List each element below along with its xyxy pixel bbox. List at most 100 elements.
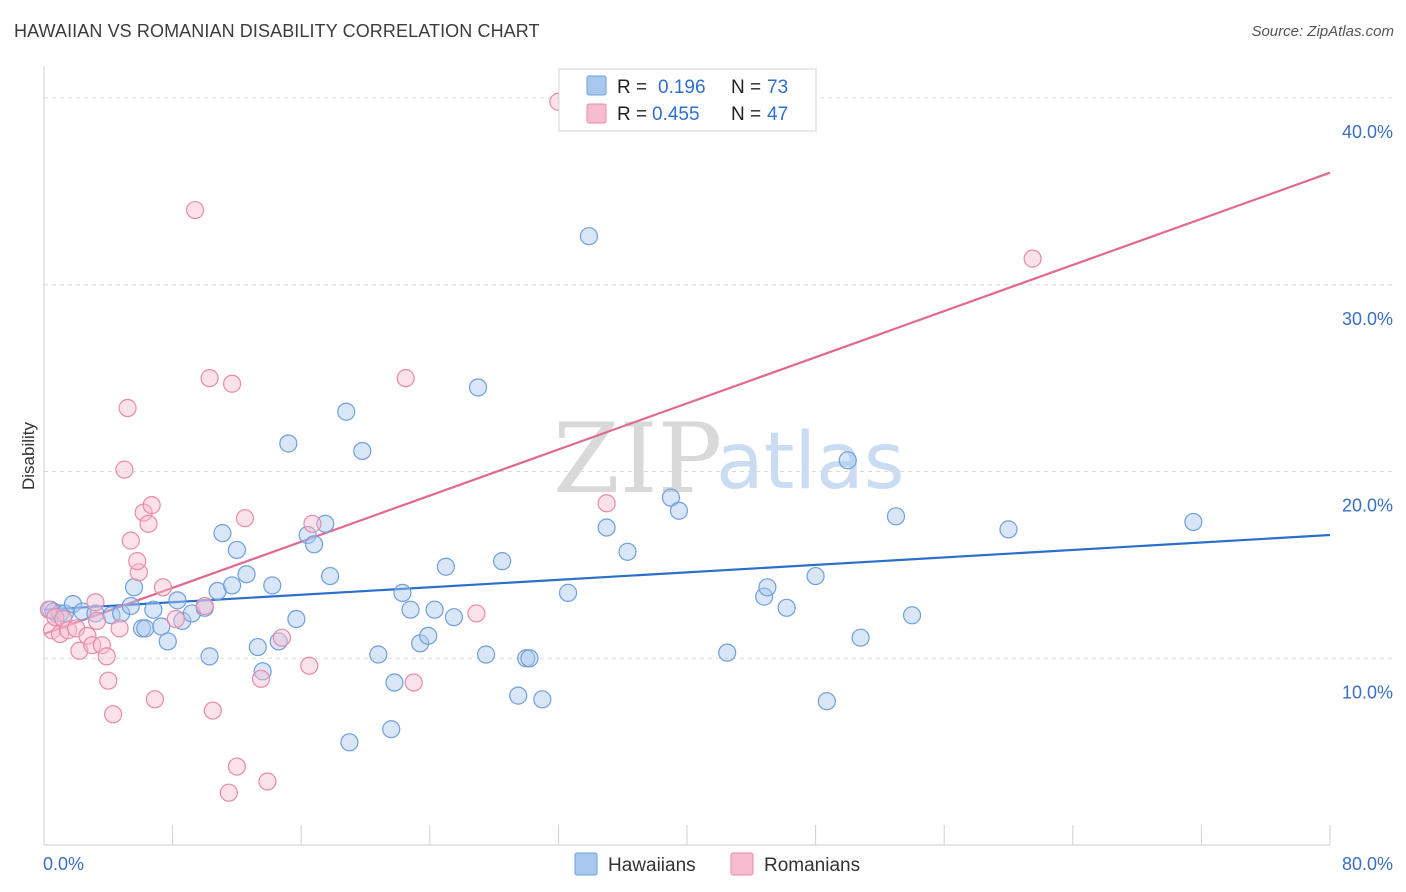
romanians-point — [78, 626, 97, 645]
romanians-point — [121, 531, 140, 550]
hawaiians-point — [758, 578, 777, 597]
legend-swatch-hawaiians — [574, 852, 598, 876]
hawaiians-point — [533, 690, 552, 709]
data-points — [39, 92, 1203, 802]
hawaiians-point — [200, 647, 219, 666]
hawaiians-point — [353, 441, 372, 461]
romanians-point — [272, 628, 292, 647]
romanians-point — [300, 656, 319, 675]
hawaiians-point — [468, 378, 488, 397]
hawaiians-point — [136, 619, 155, 638]
trendlines — [43, 171, 1331, 636]
hawaiians-trendline — [43, 533, 1331, 611]
romanians-point — [258, 772, 277, 791]
correlation-legend: R = 0.196 N = 73 R = 0.455 N = 47 — [558, 68, 817, 132]
hawaiians-point — [851, 628, 870, 647]
legend-n-value: 73 — [767, 77, 788, 98]
hawaiians-point — [493, 552, 512, 571]
romanians-point — [186, 200, 205, 220]
gridlines — [44, 97, 1392, 659]
y-tick-label: 30.0% — [1342, 309, 1393, 329]
legend-swatch-hawaiians — [586, 75, 607, 96]
hawaiians-point — [227, 540, 246, 560]
romanians-trendline — [43, 171, 1331, 636]
x-tick-labels: 0.0% 80.0% — [43, 854, 1393, 874]
hawaiians-point — [237, 565, 256, 584]
hawaiians-point — [838, 451, 857, 470]
legend-r-label: R = — [617, 104, 647, 125]
hawaiians-point — [817, 692, 836, 711]
hawaiians-point — [425, 600, 444, 619]
hawaiians-point — [886, 507, 906, 526]
romanians-point — [115, 460, 134, 479]
romanians-point — [303, 514, 322, 533]
hawaiians-point — [806, 566, 825, 586]
romanians-point — [104, 705, 123, 724]
romanians-point — [203, 701, 222, 720]
hawaiians-point — [661, 488, 681, 507]
legend-r-value: 0.455 — [652, 104, 700, 125]
romanians-point — [251, 669, 271, 688]
hawaiians-point — [316, 514, 335, 533]
hawaiians-point — [121, 596, 140, 616]
x-tick-label: 0.0% — [43, 854, 84, 874]
hawaiians-point — [558, 583, 578, 602]
hawaiians-point — [419, 626, 438, 645]
hawaiians-point — [248, 637, 267, 657]
romanians-point — [235, 509, 255, 528]
hawaiians-point — [173, 611, 192, 631]
y-tick-label: 20.0% — [1342, 496, 1393, 516]
hawaiians-point — [340, 733, 359, 752]
hawaiians-point — [520, 649, 539, 668]
chart-title: HAWAIIAN VS ROMANIAN DISABILITY CORRELAT… — [14, 21, 540, 41]
romanians-point — [83, 636, 102, 655]
romanians-point — [467, 604, 486, 623]
hawaiians-point — [279, 434, 298, 453]
romanians-point — [153, 578, 173, 597]
hawaiians-point — [321, 566, 340, 586]
hawaiians-point — [298, 525, 317, 545]
romanians-point — [145, 690, 165, 709]
y-tick-label: 10.0% — [1342, 682, 1393, 702]
hawaiians-point — [999, 520, 1018, 539]
axes — [43, 66, 1331, 846]
legend-r-label: R = — [617, 77, 647, 98]
romanians-point — [39, 600, 58, 619]
romanians-point — [597, 494, 616, 513]
legend-label-hawaiians: Hawaiians — [608, 855, 696, 876]
hawaiians-point — [158, 632, 177, 651]
y-axis-label: Disability — [19, 421, 38, 490]
hawaiians-point — [1184, 512, 1203, 532]
hawaiians-point — [369, 645, 388, 664]
hawaiians-point — [253, 662, 272, 681]
legend-swatch-romanians — [730, 852, 754, 876]
romanians-point — [1023, 249, 1042, 268]
hawaiians-point — [597, 518, 616, 537]
hawaiians-point — [263, 576, 282, 595]
romanians-point — [92, 636, 111, 655]
hawaiians-point — [718, 643, 737, 662]
hawaiians-point — [902, 606, 922, 625]
y-tick-labels: 10.0% 20.0% 30.0% 40.0% — [1342, 122, 1393, 702]
romanians-point — [166, 609, 185, 629]
hawaiians-point — [401, 600, 420, 619]
hawaiians-point — [168, 591, 187, 610]
hawaiians-point — [144, 600, 163, 619]
hawaiians-point — [382, 720, 401, 739]
romanians-point — [142, 496, 161, 515]
source-label: Source: ZipAtlas.com — [1251, 23, 1394, 40]
hawaiians-point — [579, 227, 599, 246]
romanians-point — [110, 619, 129, 638]
y-tick-label: 40.0% — [1342, 122, 1393, 142]
legend-label-romanians: Romanians — [764, 855, 860, 876]
legend-swatch-romanians — [586, 103, 607, 124]
hawaiians-point — [112, 604, 131, 623]
hawaiians-point — [444, 608, 464, 627]
romanians-point — [86, 593, 105, 612]
hawaiians-point — [436, 557, 455, 576]
romanians-point — [200, 369, 219, 388]
hawaiians-point — [337, 402, 356, 421]
hawaiians-point — [393, 583, 412, 602]
hawaiians-point — [618, 542, 637, 561]
